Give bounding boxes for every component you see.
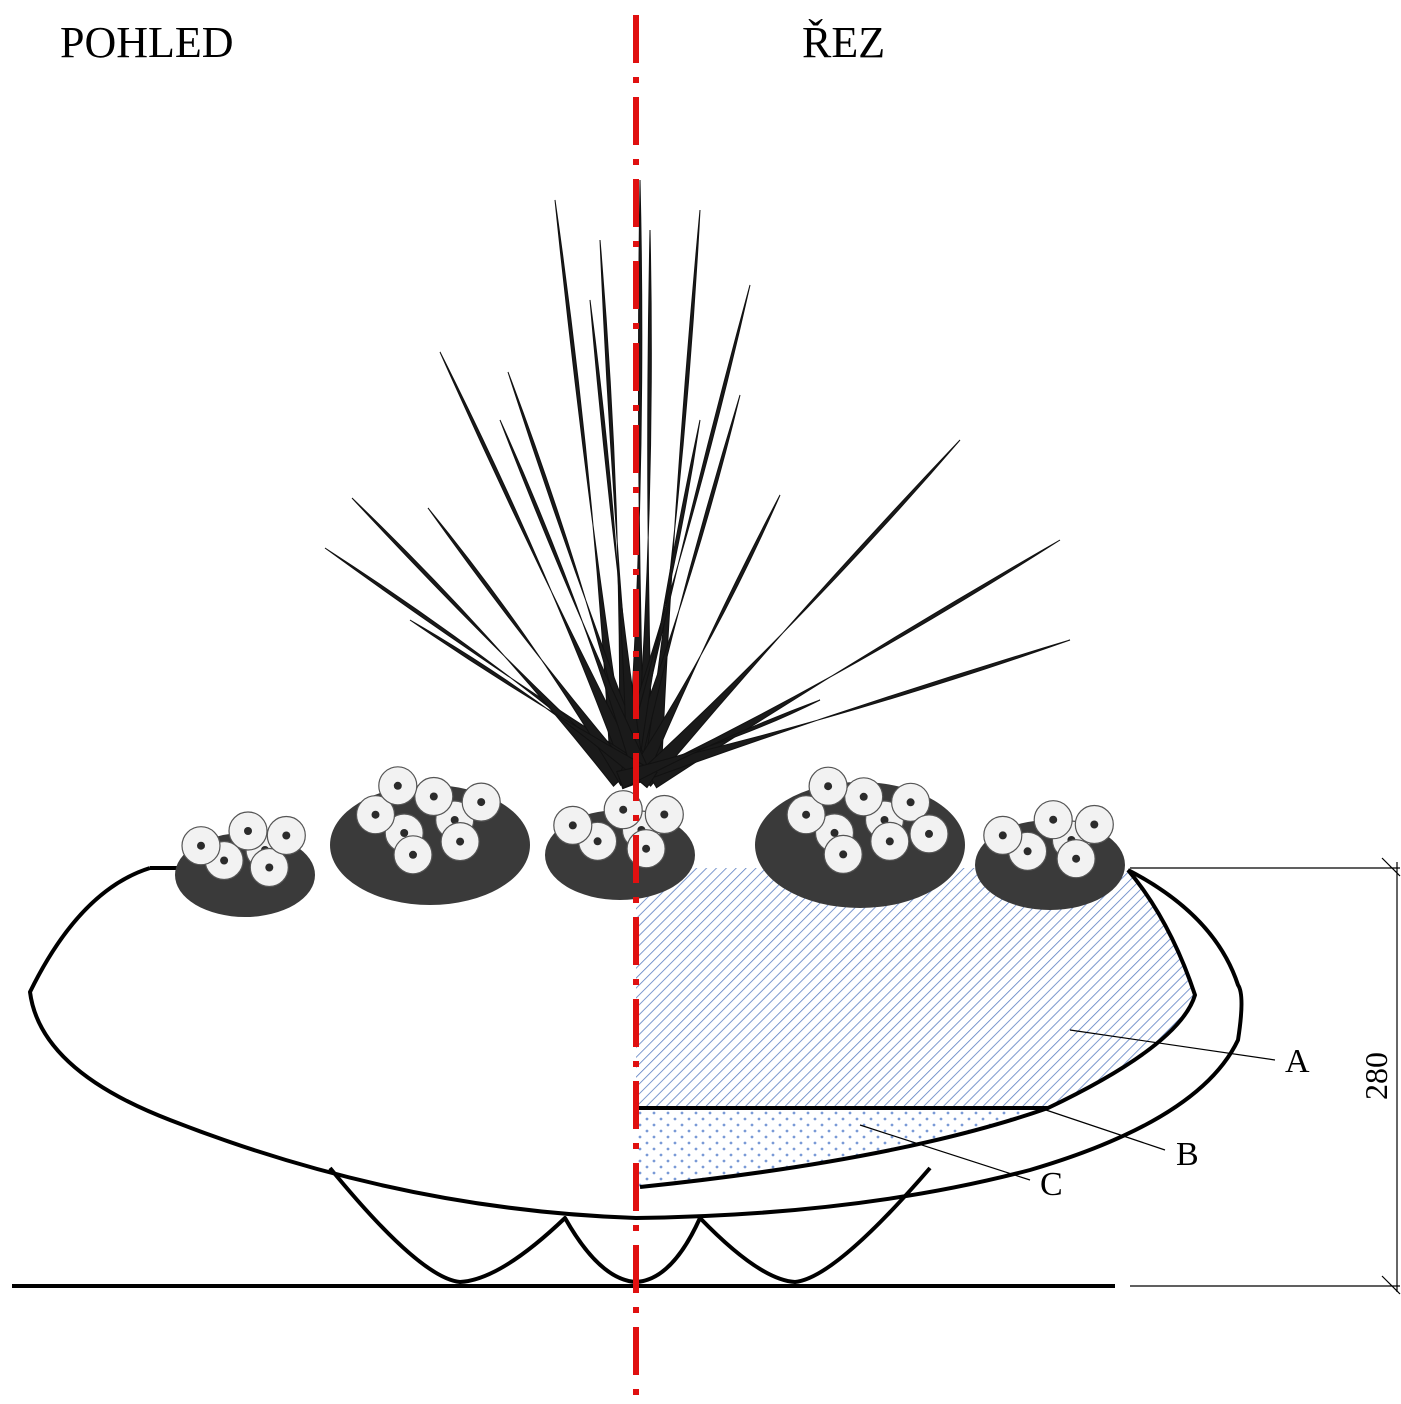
flower-center xyxy=(393,781,402,790)
flower-center xyxy=(1072,854,1081,863)
flower-center xyxy=(477,798,486,807)
dimension-tick-top xyxy=(1381,857,1401,877)
flower-center xyxy=(429,792,438,801)
drainage-layer-c xyxy=(636,1108,1048,1187)
flower-center xyxy=(371,810,380,819)
flower-center xyxy=(1023,847,1032,856)
flower-center xyxy=(660,810,669,819)
label-b: B xyxy=(1176,1136,1199,1173)
flower-center xyxy=(220,856,229,865)
bowl-outline xyxy=(28,866,1244,1220)
leaf xyxy=(589,299,646,782)
flower-center xyxy=(859,792,868,801)
leaf xyxy=(351,497,628,787)
leaf xyxy=(554,199,630,782)
flower-center xyxy=(642,844,651,853)
label-a: A xyxy=(1285,1043,1310,1080)
section-title: ŘEZ xyxy=(802,18,885,67)
leaf xyxy=(439,351,645,785)
flower-center xyxy=(906,798,915,807)
flower-center xyxy=(880,816,889,824)
leaf xyxy=(507,371,654,784)
flower-center xyxy=(1090,820,1099,829)
leaf xyxy=(618,394,741,784)
leaf xyxy=(615,699,821,790)
flower-center xyxy=(619,805,628,814)
flower-center xyxy=(244,827,252,835)
leaf xyxy=(634,229,654,781)
flower-center xyxy=(400,829,409,837)
plant-leaves xyxy=(324,179,1071,790)
flower-center xyxy=(450,816,459,824)
leaf xyxy=(427,507,636,787)
label-c: C xyxy=(1040,1166,1063,1203)
leaf xyxy=(626,179,646,781)
leaf xyxy=(646,539,1061,789)
leaf xyxy=(499,419,654,785)
flower-center xyxy=(839,850,848,859)
inner-wall-contour xyxy=(636,868,1197,1189)
flower-center xyxy=(265,863,274,872)
leader-c xyxy=(859,1124,1031,1181)
leader-a xyxy=(1069,1029,1276,1061)
flower-center xyxy=(925,829,933,838)
flower-center xyxy=(282,831,291,840)
flower-center xyxy=(824,782,833,791)
bowl-base xyxy=(328,1166,932,1284)
flower-center xyxy=(456,837,465,846)
flower-center xyxy=(830,828,839,837)
flower-center xyxy=(568,821,577,830)
flower-center xyxy=(802,810,811,819)
leaf xyxy=(627,494,781,785)
dimension-value: 280 xyxy=(1358,1052,1394,1100)
leader-b xyxy=(1039,1107,1166,1151)
flower-center xyxy=(1049,815,1058,824)
leaf xyxy=(636,439,961,787)
flower-center xyxy=(885,837,894,846)
dimension-tick-bottom xyxy=(1381,1275,1401,1295)
flower-center xyxy=(593,837,602,846)
leaf xyxy=(616,639,1071,790)
flower-center xyxy=(998,831,1007,840)
view-title: POHLED xyxy=(60,18,234,67)
soil-layer-a xyxy=(636,868,1195,1108)
flower-center xyxy=(197,841,205,850)
leaf xyxy=(618,419,701,783)
flower-center xyxy=(409,850,417,859)
